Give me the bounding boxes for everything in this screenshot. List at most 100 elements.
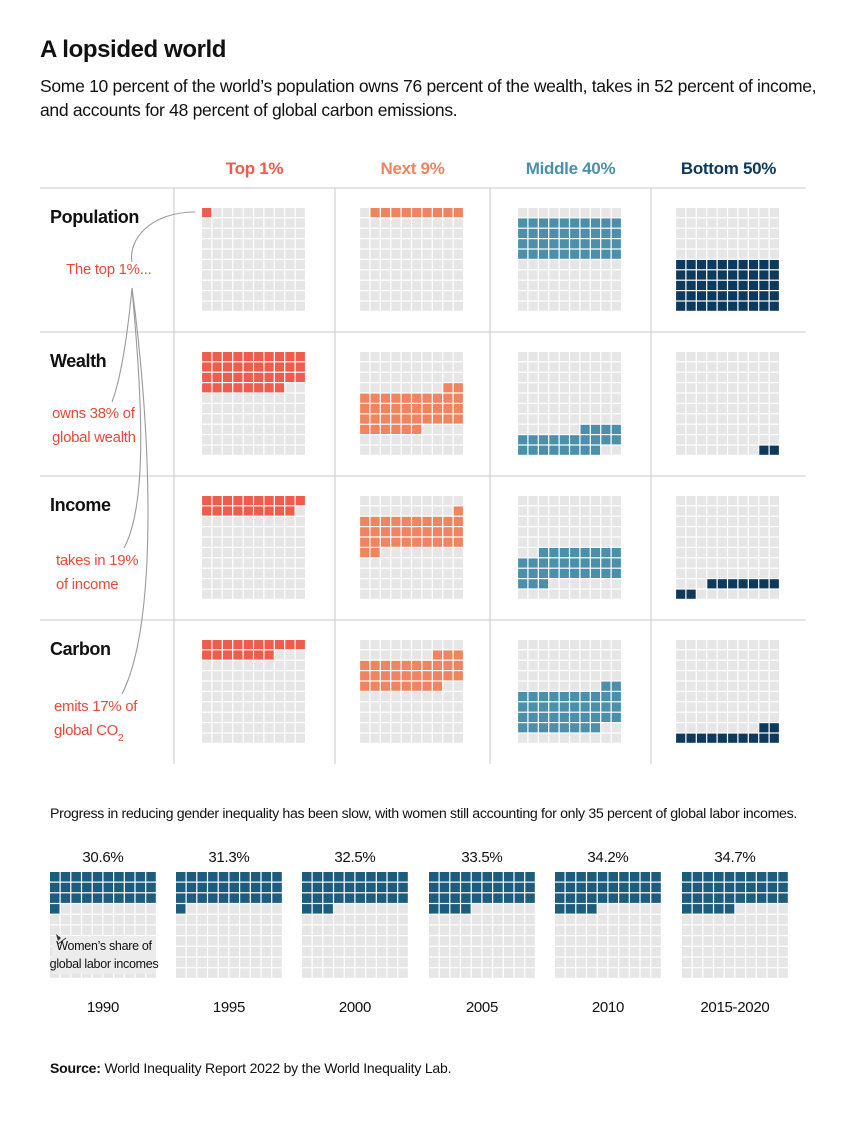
waffle-empty-cell	[285, 671, 295, 681]
waffle-empty-cell	[601, 445, 611, 455]
gender-waffle-empty-cell	[587, 946, 597, 957]
waffle-filled-cell	[549, 218, 559, 228]
waffle-empty-cell	[222, 702, 233, 712]
gender-waffle-filled-cell	[302, 872, 312, 882]
waffle-empty-cell	[264, 445, 274, 455]
waffle-empty-cell	[686, 372, 696, 382]
waffle-empty-cell	[243, 249, 253, 259]
waffle-filled-cell	[590, 568, 601, 578]
waffle-empty-cell	[528, 372, 538, 382]
waffle-empty-cell	[233, 445, 243, 455]
gender-waffle-empty-cell	[587, 936, 597, 946]
gender-waffle-empty-cell	[482, 946, 492, 957]
waffle-filled-cell	[759, 723, 769, 733]
waffle-filled-cell	[570, 228, 580, 238]
waffle-filled-cell	[676, 260, 686, 270]
gender-waffle-empty-cell	[471, 968, 482, 978]
waffle-empty-cell	[233, 671, 243, 681]
gender-waffle-empty-cell	[514, 914, 525, 925]
annotation-text: Women’s share of	[56, 939, 152, 953]
gender-waffle-empty-cell	[229, 968, 239, 978]
waffle-empty-cell	[243, 702, 253, 712]
waffle-filled-cell	[707, 291, 717, 301]
waffle-empty-cell	[233, 291, 243, 301]
waffle-empty-cell	[707, 228, 717, 238]
waffle-empty-cell	[676, 527, 686, 537]
waffle-empty-cell	[570, 496, 580, 506]
gender-waffle-empty-cell	[493, 904, 503, 914]
waffle-empty-cell	[212, 445, 222, 455]
waffle-empty-cell	[549, 372, 559, 382]
gender-waffle-filled-cell	[176, 893, 186, 903]
waffle-empty-cell	[528, 208, 538, 218]
waffle-empty-cell	[243, 435, 253, 445]
gender-waffle-empty-cell	[376, 914, 387, 925]
waffle-empty-cell	[401, 218, 411, 228]
waffle-empty-cell	[570, 372, 580, 382]
gender-waffle-empty-cell	[366, 968, 376, 978]
gender-waffle-filled-cell	[576, 893, 586, 903]
gender-waffle-filled-cell	[376, 872, 387, 882]
waffle-empty-cell	[370, 362, 380, 372]
source-label: Source:	[50, 1060, 101, 1076]
waffle-empty-cell	[707, 671, 717, 681]
waffle-filled-cell	[380, 527, 391, 537]
gender-waffle-empty-cell	[323, 936, 333, 946]
waffle-filled-cell	[254, 650, 264, 660]
waffle-empty-cell	[611, 404, 621, 414]
waffle-empty-cell	[380, 228, 391, 238]
waffle-empty-cell	[738, 723, 748, 733]
waffle-filled-cell	[285, 372, 295, 382]
waffle-empty-cell	[233, 712, 243, 722]
waffle-empty-cell	[380, 249, 391, 259]
gender-waffle-empty-cell	[461, 968, 471, 978]
waffle-empty-cell	[676, 558, 686, 568]
waffle-filled-cell	[453, 404, 463, 414]
waffle-empty-cell	[360, 270, 370, 280]
waffle-empty-cell	[274, 671, 285, 681]
waffle-empty-cell	[412, 548, 422, 558]
waffle-empty-cell	[707, 496, 717, 506]
gender-waffle-filled-cell	[240, 882, 250, 893]
gender-waffle-filled-cell	[565, 872, 576, 882]
waffle-empty-cell	[285, 270, 295, 280]
waffle-filled-cell	[580, 692, 590, 702]
gender-waffle-empty-cell	[344, 957, 355, 968]
waffle-empty-cell	[370, 280, 380, 290]
waffle-empty-cell	[432, 496, 443, 506]
waffle-filled-cell	[549, 435, 559, 445]
waffle-empty-cell	[738, 228, 748, 238]
gender-waffle-empty-cell	[387, 957, 398, 968]
gender-waffle-empty-cell	[218, 968, 229, 978]
gender-waffle-empty-cell	[450, 946, 460, 957]
waffle-filled-cell	[432, 671, 443, 681]
gender-waffle-empty-cell	[135, 904, 146, 914]
waffle-empty-cell	[611, 527, 621, 537]
gender-waffle-empty-cell	[756, 957, 767, 968]
waffle-empty-cell	[580, 404, 590, 414]
waffle-empty-cell	[728, 228, 738, 238]
annotation-subscript: 2	[118, 733, 124, 744]
waffle-empty-cell	[738, 218, 748, 228]
gender-waffle-empty-cell	[724, 914, 735, 925]
waffle-empty-cell	[707, 352, 717, 362]
waffle-empty-cell	[412, 723, 422, 733]
waffle-empty-cell	[243, 208, 253, 218]
waffle-empty-cell	[285, 393, 295, 403]
gender-waffle-empty-cell	[692, 946, 703, 957]
waffle-filled-cell	[274, 640, 285, 650]
gender-waffle-empty-cell	[135, 925, 146, 935]
waffle-empty-cell	[686, 445, 696, 455]
waffle-empty-cell	[580, 383, 590, 393]
waffle-empty-cell	[559, 660, 569, 670]
gender-waffle-empty-cell	[767, 968, 778, 978]
gender-waffle-empty-cell	[651, 946, 661, 957]
waffle-empty-cell	[412, 568, 422, 578]
waffle-empty-cell	[412, 640, 422, 650]
waffle-empty-cell	[611, 280, 621, 290]
gender-waffle-empty-cell	[482, 904, 492, 914]
waffle-empty-cell	[412, 589, 422, 599]
waffle-empty-cell	[738, 506, 748, 516]
gender-waffle-empty-cell	[176, 914, 186, 925]
waffle-empty-cell	[748, 435, 759, 445]
